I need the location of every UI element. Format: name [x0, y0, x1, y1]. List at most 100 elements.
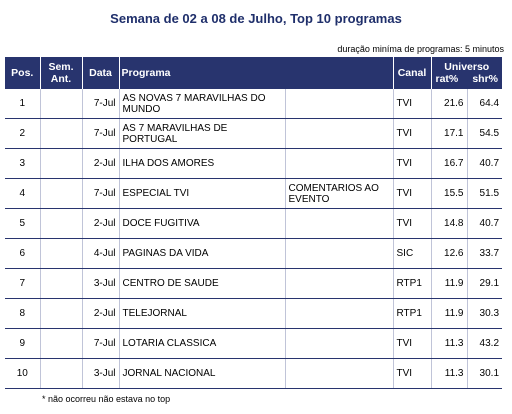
cell-rat: 21.6 [430, 89, 467, 119]
cell-extra [284, 358, 393, 389]
cell-extra [284, 328, 393, 359]
cell-extra [284, 118, 393, 149]
cell-shr: 33.7 [466, 238, 503, 269]
cell-data: 2-Jul [81, 148, 119, 179]
cell-programa: ILHA DOS AMORES [118, 148, 285, 179]
table-row: 2 7-Jul AS 7 MARAVILHAS DE PORTUGAL TVI 17.1… [5, 118, 503, 149]
cell-pos: 10 [5, 358, 40, 389]
cell-shr: 40.7 [466, 148, 503, 179]
cell-pos: 4 [5, 178, 40, 209]
table-row: 10 3-Jul JORNAL NACIONAL TVI 11.3 30.1 [5, 358, 503, 389]
cell-extra [284, 148, 393, 179]
cell-rat: 11.3 [430, 328, 467, 359]
cell-shr: 43.2 [466, 328, 503, 359]
cell-sem-ant [39, 89, 82, 119]
top10-table: Pos. Sem. Ant. Data Programa Canal Unive… [5, 57, 503, 389]
cell-canal: TVI [392, 208, 431, 239]
cell-data: 7-Jul [81, 178, 119, 209]
cell-pos: 8 [5, 298, 40, 329]
cell-extra: COMENTARIOS AO EVENTO [284, 178, 393, 209]
cell-sem-ant [39, 328, 82, 359]
cell-extra [284, 298, 393, 329]
cell-data: 3-Jul [81, 358, 119, 389]
cell-shr: 64.4 [466, 89, 503, 119]
cell-extra [284, 268, 393, 299]
header-canal: Canal [392, 57, 431, 89]
cell-data: 7-Jul [81, 328, 119, 359]
table-row: 1 7-Jul AS NOVAS 7 MARAVILHAS DO MUNDO TVI 2… [5, 89, 503, 119]
cell-data: 4-Jul [81, 238, 119, 269]
cell-data: 2-Jul [81, 208, 119, 239]
cell-programa: PAGINAS DA VIDA [118, 238, 285, 269]
table-row: 4 7-Jul ESPECIAL TVI COMENTARIOS AO EVENTO T… [5, 178, 503, 209]
cell-pos: 2 [5, 118, 40, 149]
cell-programa: LOTARIA CLASSICA [118, 328, 285, 359]
cell-canal: RTP1 [392, 268, 431, 299]
cell-rat: 11.3 [430, 358, 467, 389]
header-pos: Pos. [5, 57, 40, 89]
cell-programa: CENTRO DE SAUDE [118, 268, 285, 299]
cell-canal: SIC [392, 238, 431, 269]
header-rat: rat% [435, 73, 459, 85]
cell-pos: 7 [5, 268, 40, 299]
page-title: Semana de 02 a 08 de Julho, Top 10 progr… [110, 11, 402, 26]
cell-canal: TVI [392, 89, 431, 119]
table-row: 5 2-Jul DOCE FUGITIVA TVI 14.8 40.7 [5, 208, 503, 239]
cell-sem-ant [39, 358, 82, 389]
header-programa: Programa [118, 57, 393, 89]
cell-data: 7-Jul [81, 118, 119, 149]
cell-shr: 51.5 [466, 178, 503, 209]
cell-rat: 14.8 [430, 208, 467, 239]
cell-rat: 17.1 [430, 118, 467, 149]
cell-canal: RTP1 [392, 298, 431, 329]
header-universo-label: Universo [444, 61, 490, 73]
cell-sem-ant [39, 238, 82, 269]
cell-programa: ESPECIAL TVI [118, 178, 285, 209]
cell-sem-ant [39, 268, 82, 299]
cell-shr: 30.3 [466, 298, 503, 329]
header-data: Data [81, 57, 119, 89]
cell-extra [284, 238, 393, 269]
cell-programa: AS 7 MARAVILHAS DE PORTUGAL [118, 118, 285, 149]
cell-programa: AS NOVAS 7 MARAVILHAS DO MUNDO [118, 89, 285, 119]
header-shr: shr% [472, 73, 499, 85]
cell-canal: TVI [392, 328, 431, 359]
cell-sem-ant [39, 208, 82, 239]
cell-rat: 11.9 [430, 268, 467, 299]
cell-canal: TVI [392, 148, 431, 179]
table-row: 7 3-Jul CENTRO DE SAUDE RTP1 11.9 29.1 [5, 268, 503, 299]
table-header-row: Pos. Sem. Ant. Data Programa Canal Unive… [5, 57, 503, 89]
cell-canal: TVI [392, 118, 431, 149]
cell-shr: 29.1 [466, 268, 503, 299]
cell-extra [284, 89, 393, 119]
cell-pos: 1 [5, 89, 40, 119]
cell-pos: 5 [5, 208, 40, 239]
cell-rat: 11.9 [430, 298, 467, 329]
cell-canal: TVI [392, 178, 431, 209]
cell-pos: 6 [5, 238, 40, 269]
header-universo: Universo rat% shr% [430, 57, 503, 89]
table-row: 3 2-Jul ILHA DOS AMORES TVI 16.7 40.7 [5, 148, 503, 179]
cell-shr: 40.7 [466, 208, 503, 239]
cell-rat: 16.7 [430, 148, 467, 179]
cell-data: 2-Jul [81, 298, 119, 329]
cell-sem-ant [39, 178, 82, 209]
cell-pos: 3 [5, 148, 40, 179]
cell-shr: 54.5 [466, 118, 503, 149]
table-row: 6 4-Jul PAGINAS DA VIDA SIC 12.6 33.7 [5, 238, 503, 269]
cell-data: 7-Jul [81, 89, 119, 119]
cell-rat: 15.5 [430, 178, 467, 209]
cell-data: 3-Jul [81, 268, 119, 299]
table-row: 9 7-Jul LOTARIA CLASSICA TVI 11.3 43.2 [5, 328, 503, 359]
table-row: 8 2-Jul TELEJORNAL RTP1 11.9 30.3 [5, 298, 503, 329]
cell-sem-ant [39, 148, 82, 179]
cell-programa: DOCE FUGITIVA [118, 208, 285, 239]
cell-shr: 30.1 [466, 358, 503, 389]
cell-programa: TELEJORNAL [118, 298, 285, 329]
cell-sem-ant [39, 118, 82, 149]
cell-rat: 12.6 [430, 238, 467, 269]
minimum-duration-note: duração miníma de programas: 5 minutos [337, 44, 504, 54]
footnote: * não ocorreu não estava no top [42, 394, 171, 404]
cell-extra [284, 208, 393, 239]
cell-pos: 9 [5, 328, 40, 359]
